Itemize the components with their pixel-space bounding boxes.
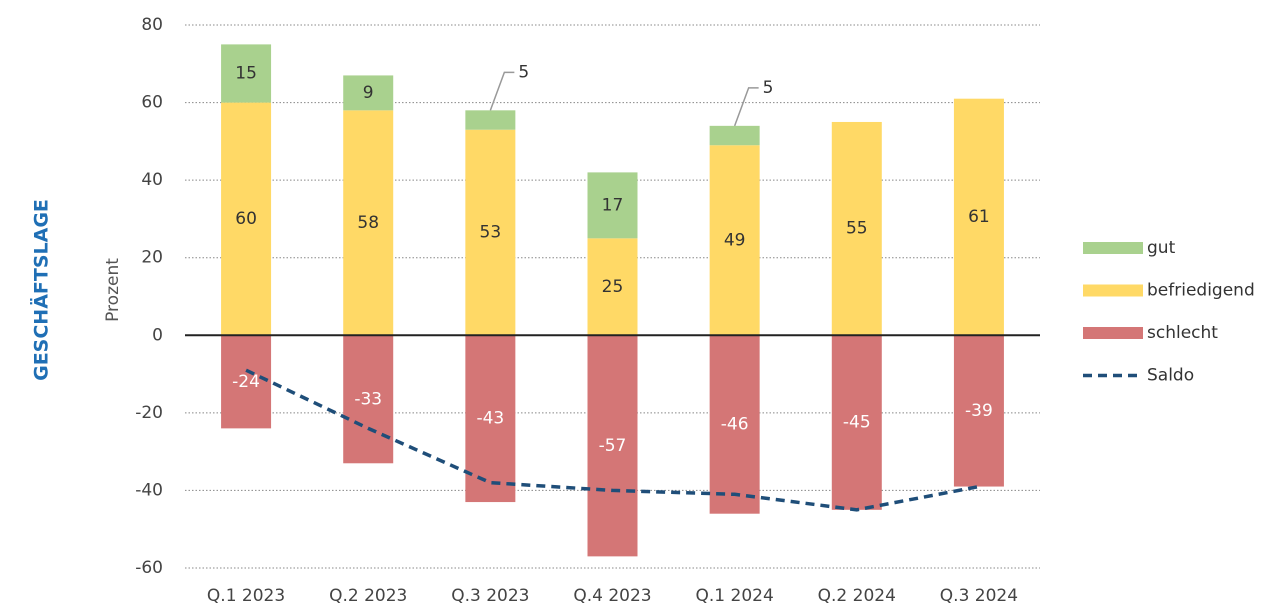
bar-segment <box>343 110 394 336</box>
y-tick-label: 80 <box>141 15 163 35</box>
legend-swatch <box>1083 327 1143 339</box>
data-label: 9 <box>363 83 374 103</box>
legend-swatch <box>1083 284 1143 297</box>
data-label: 55 <box>846 219 868 239</box>
data-label: -57 <box>599 436 627 456</box>
data-label: 5 <box>763 78 774 98</box>
y-tick-label: 0 <box>152 325 163 345</box>
data-label: 53 <box>480 223 502 243</box>
data-label: 5 <box>518 62 529 82</box>
bar-segment <box>709 145 760 336</box>
bar-segment <box>587 335 638 557</box>
chart-title: GESCHÄFTSLAGE <box>29 199 53 381</box>
x-tick-label: Q.2 2023 <box>329 586 407 606</box>
legend-swatch <box>1083 242 1143 254</box>
legend-label: befriedigend <box>1147 281 1255 301</box>
data-label: -39 <box>965 401 993 421</box>
bar-segment <box>587 238 638 336</box>
bar-segment <box>831 335 882 510</box>
bar-segment <box>709 335 760 514</box>
x-tick-label: Q.1 2023 <box>207 586 285 606</box>
data-label: 61 <box>968 207 990 227</box>
bar-segment <box>221 335 272 429</box>
bar-segment <box>953 335 1004 487</box>
data-label: 60 <box>235 209 257 229</box>
data-label: 17 <box>602 195 624 215</box>
x-tick-label: Q.3 2023 <box>451 586 529 606</box>
data-label: -46 <box>721 414 749 434</box>
legend-label: Saldo <box>1147 366 1194 386</box>
bar-segment <box>831 121 882 336</box>
data-label: -24 <box>232 372 260 392</box>
leader-line <box>733 87 759 127</box>
legend-label: schlecht <box>1147 323 1218 343</box>
data-label: 25 <box>602 277 624 297</box>
saldo-line <box>245 368 980 512</box>
bar-segment <box>343 75 394 111</box>
bar-segment <box>465 110 516 130</box>
x-tick-label: Q.2 2024 <box>818 586 896 606</box>
x-tick-label: Q.4 2023 <box>573 586 651 606</box>
bar-segment <box>465 129 516 336</box>
data-label: 49 <box>724 230 746 250</box>
y-tick-label: -60 <box>135 558 163 578</box>
data-label: -45 <box>843 413 871 433</box>
data-label: 58 <box>357 213 379 233</box>
bar-segment <box>953 98 1004 336</box>
y-tick-label: 20 <box>141 248 163 268</box>
data-label: 15 <box>235 63 257 83</box>
bar-segment <box>587 172 638 239</box>
data-label: -33 <box>354 389 382 409</box>
y-tick-label: 60 <box>141 93 163 113</box>
bar-segment <box>709 125 760 146</box>
y-tick-label: -20 <box>135 403 163 423</box>
bar-segment <box>465 335 516 503</box>
x-tick-label: Q.3 2024 <box>940 586 1018 606</box>
legend-label: gut <box>1147 238 1176 258</box>
leader-line <box>489 71 515 111</box>
y-axis-label: Prozent <box>103 258 123 322</box>
bar-segment <box>221 102 272 336</box>
bar-segment <box>221 44 272 103</box>
bar-segment <box>343 335 394 464</box>
y-tick-label: 40 <box>141 170 163 190</box>
y-tick-label: -40 <box>135 480 163 500</box>
data-label: -43 <box>476 409 504 429</box>
x-tick-label: Q.1 2024 <box>696 586 774 606</box>
